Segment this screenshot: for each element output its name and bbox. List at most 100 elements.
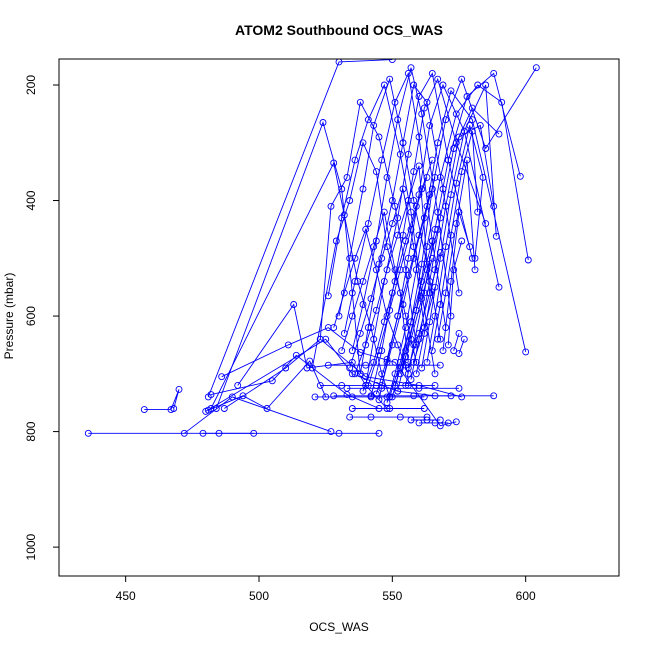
- data-point-44-5: [431, 173, 439, 181]
- data-point-16-6: [410, 197, 418, 204]
- data-point-6-5: [490, 392, 498, 400]
- y-axis-label: Pressure (mbar): [2, 273, 16, 360]
- data-point-8-6: [452, 418, 460, 426]
- data-point-5-1: [268, 377, 276, 385]
- data-point-31-4: [468, 127, 476, 135]
- data-point-23-8: [522, 348, 530, 356]
- y-tick-label-400: 400: [24, 190, 38, 210]
- data-point-38-6: [402, 312, 410, 320]
- y-tick-label-800: 800: [24, 421, 38, 441]
- data-point-50-0: [324, 361, 332, 369]
- data-point-54-2: [372, 381, 380, 389]
- data-point-40-2: [372, 306, 380, 314]
- data-point-8-0: [218, 373, 226, 381]
- data-point-15-1: [338, 214, 346, 222]
- series-line-37: [333, 227, 409, 374]
- series-line-3: [144, 389, 180, 411]
- series-line-39: [349, 188, 425, 369]
- data-point-19-0: [356, 370, 364, 378]
- series-line-26: [405, 72, 521, 386]
- data-point-14-4: [375, 133, 383, 141]
- data-point-29-6: [492, 232, 500, 240]
- series-line-16: [338, 77, 441, 340]
- data-point-48-2: [426, 289, 434, 297]
- data-point-37-3: [362, 225, 370, 233]
- series-line-49: [413, 287, 436, 363]
- data-point-19-3: [388, 197, 396, 204]
- series-line-8: [221, 327, 457, 427]
- data-point-26-5: [463, 93, 471, 100]
- data-point-42-2: [386, 306, 394, 314]
- data-point-34-2: [458, 237, 466, 245]
- data-point-51-2: [383, 393, 391, 401]
- series-line-44: [381, 177, 436, 386]
- data-point-32-3: [463, 156, 471, 164]
- data-point-44-1: [388, 341, 396, 349]
- data-point-10-0: [204, 393, 212, 401]
- data-point-25-8: [524, 256, 532, 264]
- data-point-13-2: [346, 197, 354, 204]
- data-point-47-2: [418, 295, 426, 303]
- data-point-46-2: [412, 306, 420, 314]
- data-point-17-3: [378, 156, 386, 164]
- data-point-32-4: [471, 266, 479, 274]
- data-point-39-2: [367, 295, 375, 303]
- data-point-40-0: [351, 370, 359, 378]
- data-point-8-2: [324, 324, 332, 332]
- plot-frame: [58, 58, 620, 577]
- x-axis-label: OCS_WAS: [309, 620, 369, 634]
- data-point-40-6: [415, 162, 423, 170]
- data-point-32-2: [452, 220, 460, 228]
- data-point-30-6: [471, 254, 479, 262]
- data-point-42-3: [396, 266, 404, 274]
- data-point-10-2: [388, 59, 396, 64]
- data-point-31-0: [428, 347, 436, 355]
- data-point-34-1: [450, 266, 458, 274]
- data-point-17-4: [391, 98, 399, 106]
- data-point-30-5: [479, 173, 487, 181]
- data-point-13-0: [308, 364, 316, 372]
- data-point-16-4: [386, 75, 394, 83]
- data-point-16-3: [370, 121, 378, 129]
- data-point-24-8: [532, 64, 540, 72]
- data-point-38-3: [370, 243, 378, 251]
- data-point-50-3: [436, 361, 444, 369]
- data-point-51-1: [348, 393, 356, 401]
- data-point-0-2: [375, 429, 383, 437]
- data-point-42-6: [428, 156, 436, 164]
- data-point-27-6: [495, 130, 503, 138]
- data-point-41-3: [391, 277, 399, 285]
- data-point-31-2: [447, 231, 455, 239]
- data-point-31-5: [474, 208, 482, 216]
- data-point-7-1: [282, 364, 290, 372]
- series-line-36: [458, 339, 465, 354]
- data-point-23-5: [434, 139, 442, 147]
- data-point-38-0: [338, 347, 346, 355]
- data-point-44-2: [399, 301, 407, 308]
- series-line-47: [399, 258, 433, 374]
- data-point-13-6: [396, 289, 404, 297]
- data-point-33-2: [455, 208, 463, 216]
- data-point-15-0: [324, 292, 332, 300]
- data-point-1-2: [250, 429, 258, 437]
- x-tick-label-450: 450: [116, 589, 136, 603]
- data-point-41-2: [380, 318, 388, 326]
- data-point-7-5: [458, 393, 466, 401]
- data-point-24-5: [442, 116, 450, 124]
- data-point-43-3: [404, 272, 412, 280]
- data-point-37-0: [330, 324, 338, 332]
- data-point-54-3: [404, 381, 412, 389]
- data-point-45-3: [418, 277, 426, 285]
- data-point-4-2: [263, 405, 271, 412]
- series-line-27: [410, 107, 500, 380]
- data-point-19-6: [423, 98, 431, 106]
- data-point-42-1: [375, 347, 383, 355]
- data-point-17-5: [404, 69, 412, 77]
- data-point-45-4: [428, 237, 436, 245]
- data-point-57-2: [444, 419, 452, 427]
- data-point-3-3: [170, 405, 178, 412]
- data-point-52-3: [447, 392, 455, 400]
- data-point-38-1: [348, 312, 356, 320]
- data-point-39-5: [399, 185, 407, 193]
